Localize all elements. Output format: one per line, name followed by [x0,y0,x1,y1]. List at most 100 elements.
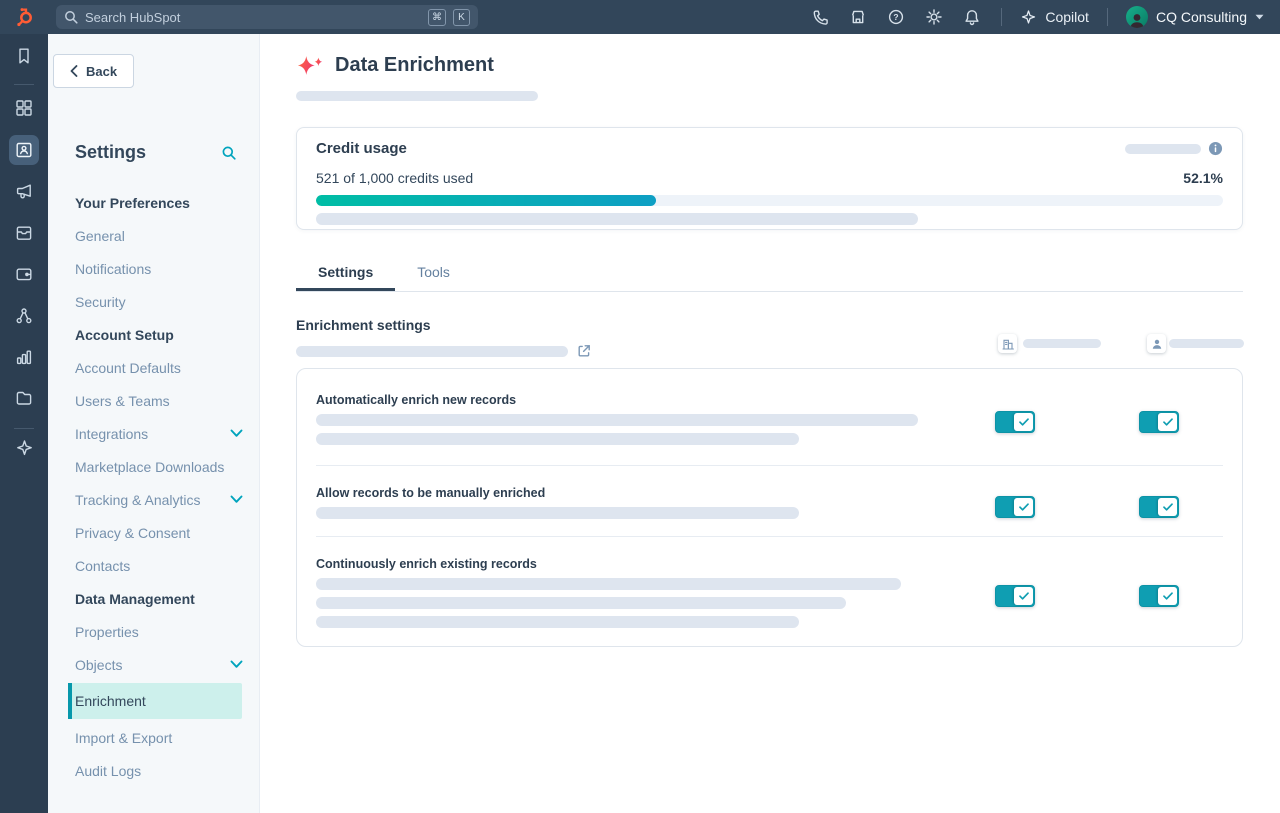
sidebar-item-properties[interactable]: Properties [75,623,139,640]
wallet-icon[interactable] [0,264,48,284]
tab-tools[interactable]: Tools [417,264,450,280]
grid-icon[interactable] [0,98,48,118]
inbox-icon[interactable] [0,223,48,243]
sidebar-item-integrations[interactable]: Integrations [48,417,259,450]
toggle-knob [1158,498,1177,516]
setting-row-title: Continuously enrich existing records [316,557,537,571]
bar-chart-icon[interactable] [0,347,48,367]
setting-row-title: Automatically enrich new records [316,393,517,407]
sidebar-item-label: Objects [75,656,123,673]
contact-toggle[interactable] [1139,411,1179,433]
toggle-knob [1158,587,1177,605]
sidebar-item-account-defaults[interactable]: Account Defaults [75,359,181,376]
phone-icon[interactable] [801,0,839,34]
crm-contacts-icon[interactable] [9,135,39,165]
shortcut-cmd-key: ⌘ [428,8,446,26]
row-skeleton [316,414,918,426]
row-divider [316,536,1223,537]
org-chart-icon[interactable] [0,306,48,326]
external-link-icon[interactable] [577,344,591,358]
sidebar-item-general[interactable]: General [75,227,125,244]
bookmark-icon[interactable] [0,46,48,66]
settings-sidebar: Back Settings Your Preferences General N… [48,34,260,813]
copilot-button[interactable]: Copilot [1012,9,1097,26]
tab-bar: Settings Tools [296,255,1243,292]
global-search[interactable]: ⌘ K [56,5,478,29]
sidebar-title: Settings [75,142,147,162]
info-icon[interactable] [1208,141,1223,156]
page-title: Data Enrichment [335,54,494,76]
topbar-divider [1106,8,1108,26]
topbar-divider [1001,8,1003,26]
contact-column-skeleton [1169,339,1244,348]
rail-divider [14,84,34,85]
sidebar-item-enrichment[interactable]: Enrichment [68,683,242,719]
nav-heading-account-setup: Account Setup [75,326,174,343]
account-menu[interactable]: CQ Consulting [1118,6,1264,28]
sidebar-item-users-teams[interactable]: Users & Teams [75,392,170,409]
sidebar-item-marketplace-downloads[interactable]: Marketplace Downloads [75,458,225,475]
section-skeleton [296,345,568,357]
sparkle-icon[interactable] [0,439,48,458]
back-button[interactable]: Back [53,54,135,88]
row-skeleton [316,578,901,590]
sidebar-item-contacts[interactable]: Contacts [75,557,131,574]
contact-icon [1147,334,1166,353]
sidebar-item-notifications[interactable]: Notifications [75,260,152,277]
settings-nav: Your Preferences General Notifications S… [48,186,259,787]
credits-percent: 52.1% [1183,170,1223,186]
sidebar-item-import-export[interactable]: Import & Export [75,729,173,746]
notifications-bell-icon[interactable] [953,0,991,34]
sidebar-header: Settings [75,142,237,163]
app-rail [0,34,48,813]
main-content: Data Enrichment Credit usage [260,34,1280,813]
tab-settings[interactable]: Settings [296,255,396,291]
sidebar-item-security[interactable]: Security [75,293,126,310]
topbar: ⌘ K ? [0,0,1280,34]
sidebar-item-label: Integrations [75,425,149,442]
folder-icon[interactable] [0,388,48,408]
shortcut-k-key: K [453,8,470,26]
chevron-down-icon[interactable] [230,660,243,669]
megaphone-icon[interactable] [0,181,48,201]
nav-heading-your-preferences: Your Preferences [75,194,190,211]
contact-toggle[interactable] [1139,585,1179,607]
credit-usage-title: Credit usage [316,140,407,157]
caret-down-icon [1255,14,1264,20]
search-icon [64,10,78,24]
row-skeleton [316,597,846,609]
help-icon[interactable]: ? [877,0,915,34]
enrichment-settings-card: Automatically enrich new records Allow r… [296,368,1243,647]
section-title: Enrichment settings [296,317,431,333]
row-divider [316,465,1223,466]
setting-row-manual-enrich: Allow records to be manually enriched [297,466,1242,536]
credit-footer-skeleton [316,213,918,225]
copilot-label: Copilot [1045,9,1089,25]
toggle-knob [1014,413,1033,431]
company-toggle[interactable] [995,411,1035,433]
sidebar-item-objects[interactable]: Objects [48,648,259,681]
credit-skeleton [1125,143,1201,154]
search-input[interactable] [85,9,421,25]
subtitle-skeleton [296,91,538,101]
back-label: Back [86,63,118,79]
sidebar-item-label: Tracking & Analytics [75,491,201,508]
marketplace-icon[interactable] [839,0,877,34]
sidebar-item-audit-logs[interactable]: Audit Logs [75,762,142,779]
contact-toggle[interactable] [1139,496,1179,518]
sidebar-item-privacy-consent[interactable]: Privacy & Consent [75,524,191,541]
chevron-down-icon[interactable] [230,429,243,438]
topbar-actions: ? [801,0,1280,34]
hubspot-logo-icon[interactable] [0,6,48,28]
sidebar-item-tracking-analytics[interactable]: Tracking & Analytics [48,483,259,516]
settings-gear-icon[interactable] [915,0,953,34]
company-column-skeleton [1023,339,1101,348]
svg-text:?: ? [894,12,899,22]
settings-search-icon[interactable] [221,145,237,161]
chevron-down-icon[interactable] [230,495,243,504]
page-header: Data Enrichment [296,54,494,77]
enrichment-sparkle-icon [296,54,324,77]
credit-progress-bar [316,195,1223,206]
company-toggle[interactable] [995,585,1035,607]
company-toggle[interactable] [995,496,1035,518]
